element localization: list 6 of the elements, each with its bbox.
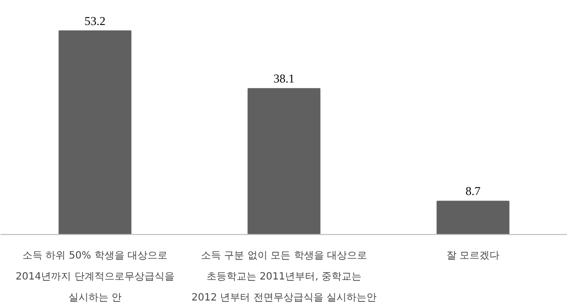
- data-label: 38.1: [274, 72, 294, 86]
- data-label: 53.2: [84, 14, 106, 28]
- x-tick-label: 잘 모르겠다: [446, 250, 500, 262]
- x-tick-label: 소득 하위 50% 학생을 대상으로 2014년까지 단계적으로무상급식을 실시하는 안: [16, 250, 174, 304]
- data-label: 8.7: [466, 184, 480, 198]
- x-tick-label: 소득 구분 없이 모든 학생을 대상으로 초등학교는 2011년부터, 중학교는 2012 년부터 전면무상급식을 실시하는안: [192, 250, 377, 304]
